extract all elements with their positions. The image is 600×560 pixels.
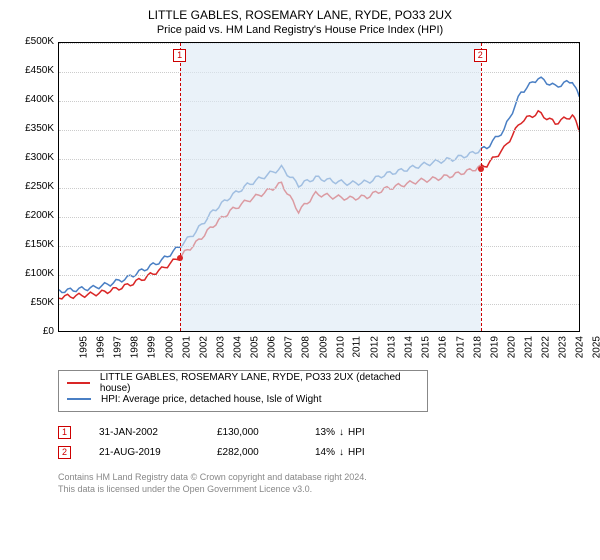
x-tick-label: 2019 bbox=[489, 336, 500, 358]
y-tick-label: £250K bbox=[14, 181, 54, 192]
x-tick-label: 2022 bbox=[540, 336, 551, 358]
y-tick-label: £300K bbox=[14, 152, 54, 163]
x-tick-label: 2015 bbox=[421, 336, 432, 358]
x-tick-label: 1998 bbox=[130, 336, 141, 358]
sale-diff-label: HPI bbox=[348, 427, 365, 438]
down-arrow-icon: ↓ bbox=[339, 447, 344, 458]
x-tick-label: 2004 bbox=[232, 336, 243, 358]
plot-area: 12 bbox=[58, 42, 580, 332]
x-tick-label: 2006 bbox=[267, 336, 278, 358]
legend-label: HPI: Average price, detached house, Isle… bbox=[101, 394, 322, 405]
x-tick-label: 2014 bbox=[403, 336, 414, 358]
legend-swatch bbox=[67, 382, 90, 384]
x-tick-label: 2025 bbox=[592, 336, 600, 358]
sale-diff-pct: 14% bbox=[315, 447, 335, 458]
y-tick-label: £150K bbox=[14, 239, 54, 250]
x-tick-label: 2021 bbox=[523, 336, 534, 358]
sale-diff: 14% ↓ HPI bbox=[315, 447, 405, 458]
sale-price: £130,000 bbox=[217, 427, 287, 438]
x-tick-label: 2008 bbox=[301, 336, 312, 358]
sale-date: 31-JAN-2002 bbox=[99, 427, 189, 438]
x-tick-label: 2010 bbox=[335, 336, 346, 358]
x-tick-label: 2016 bbox=[438, 336, 449, 358]
sale-row-marker: 2 bbox=[58, 446, 71, 459]
sale-diff-pct: 13% bbox=[315, 427, 335, 438]
y-tick-label: £500K bbox=[14, 36, 54, 47]
sale-row-marker: 1 bbox=[58, 426, 71, 439]
sale-dot bbox=[478, 166, 484, 172]
x-tick-label: 2017 bbox=[455, 336, 466, 358]
x-tick-label: 2020 bbox=[506, 336, 517, 358]
y-tick-label: £350K bbox=[14, 123, 54, 134]
y-tick-label: £100K bbox=[14, 268, 54, 279]
footnote-line: Contains HM Land Registry data © Crown c… bbox=[58, 472, 586, 484]
chart-subtitle: Price paid vs. HM Land Registry's House … bbox=[14, 24, 586, 36]
x-tick-label: 2024 bbox=[575, 336, 586, 358]
sale-diff-label: HPI bbox=[348, 447, 365, 458]
x-tick-label: 2000 bbox=[164, 336, 175, 358]
x-tick-label: 2012 bbox=[369, 336, 380, 358]
x-tick-label: 2018 bbox=[472, 336, 483, 358]
x-tick-label: 2002 bbox=[198, 336, 209, 358]
sales-table: 1 31-JAN-2002 £130,000 13% ↓ HPI 2 21-AUG-2019 £… bbox=[58, 422, 586, 462]
shaded-region bbox=[180, 43, 481, 331]
sale-price: £282,000 bbox=[217, 447, 287, 458]
chart-title: LITTLE GABLES, ROSEMARY LANE, RYDE, PO33… bbox=[14, 8, 586, 22]
footnote: Contains HM Land Registry data © Crown c… bbox=[58, 472, 586, 495]
x-tick-label: 2007 bbox=[284, 336, 295, 358]
sale-vline bbox=[481, 43, 482, 331]
sale-marker-1: 1 bbox=[173, 49, 186, 62]
sale-diff: 13% ↓ HPI bbox=[315, 427, 405, 438]
sale-row: 1 31-JAN-2002 £130,000 13% ↓ HPI bbox=[58, 422, 586, 442]
x-tick-label: 2013 bbox=[386, 336, 397, 358]
down-arrow-icon: ↓ bbox=[339, 427, 344, 438]
x-tick-label: 2023 bbox=[557, 336, 568, 358]
y-tick-label: £450K bbox=[14, 65, 54, 76]
legend-item: LITTLE GABLES, ROSEMARY LANE, RYDE, PO33… bbox=[67, 375, 419, 391]
chart-container: LITTLE GABLES, ROSEMARY LANE, RYDE, PO33… bbox=[0, 0, 600, 503]
sale-vline bbox=[180, 43, 181, 331]
sale-dot bbox=[177, 255, 183, 261]
footnote-line: This data is licensed under the Open Gov… bbox=[58, 484, 586, 496]
legend-swatch bbox=[67, 398, 91, 400]
x-tick-label: 1999 bbox=[147, 336, 158, 358]
x-tick-label: 1996 bbox=[95, 336, 106, 358]
sale-row: 2 21-AUG-2019 £282,000 14% ↓ HPI bbox=[58, 442, 586, 462]
legend-label: LITTLE GABLES, ROSEMARY LANE, RYDE, PO33… bbox=[100, 372, 419, 394]
sale-date: 21-AUG-2019 bbox=[99, 447, 189, 458]
x-tick-label: 1997 bbox=[112, 336, 123, 358]
x-tick-label: 2009 bbox=[318, 336, 329, 358]
x-tick-label: 1995 bbox=[78, 336, 89, 358]
chart-area: £0 £50K £100K £150K £200K £250K £300K £350K £400… bbox=[14, 42, 586, 362]
y-tick-label: £0 bbox=[14, 326, 54, 337]
x-tick-label: 2003 bbox=[215, 336, 226, 358]
y-tick-label: £200K bbox=[14, 210, 54, 221]
x-tick-label: 2011 bbox=[351, 336, 362, 358]
sale-marker-2: 2 bbox=[474, 49, 487, 62]
x-tick-label: 2005 bbox=[249, 336, 260, 358]
legend-box: LITTLE GABLES, ROSEMARY LANE, RYDE, PO33… bbox=[58, 370, 428, 412]
x-tick-label: 2001 bbox=[181, 336, 192, 358]
y-tick-label: £400K bbox=[14, 94, 54, 105]
y-tick-label: £50K bbox=[14, 297, 54, 308]
